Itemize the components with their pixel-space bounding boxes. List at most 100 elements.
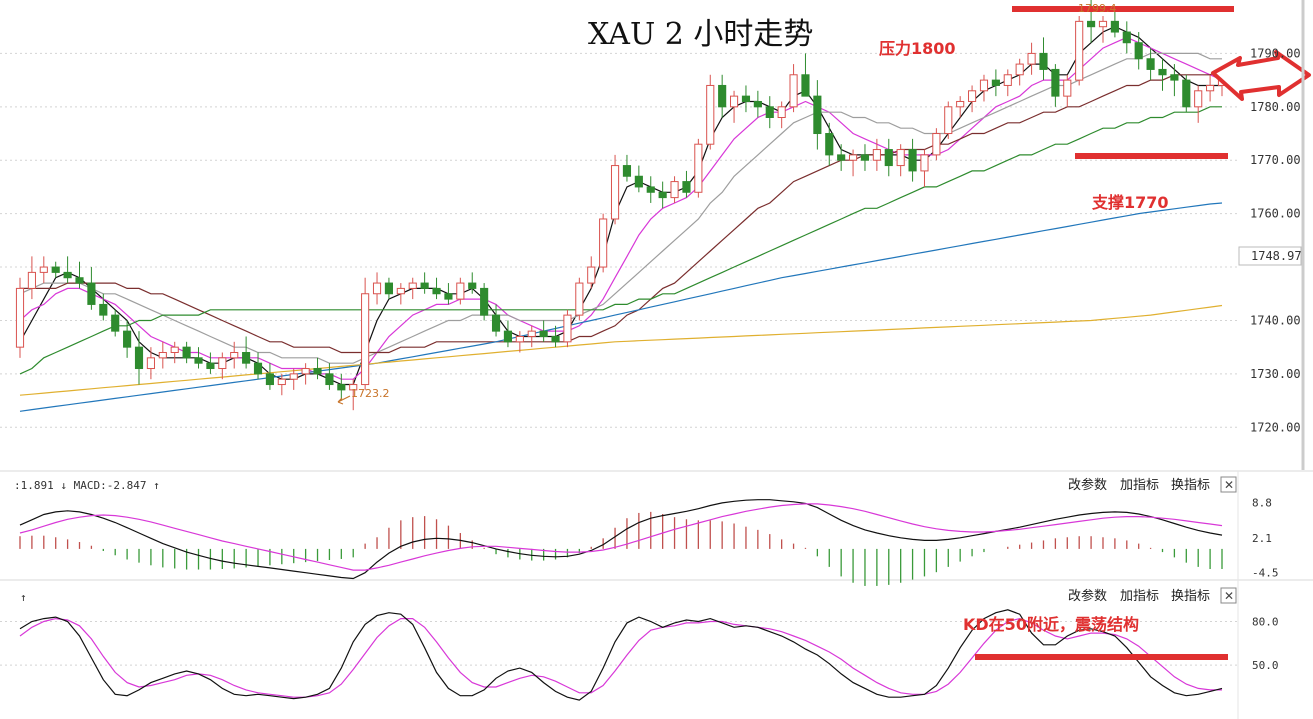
candle-body [396,287,405,295]
candle-body [956,100,965,108]
macd-tick-label: 2.1 [1252,532,1272,545]
moving-average-line [19,36,1223,380]
candle-body [968,90,977,102]
candle-body [848,154,858,161]
candle-body [1194,90,1203,108]
price-axis: 1720.00 1730.00 1740.00 1760.00 1770.00 1780.… [1250,46,1301,434]
candle-body [979,79,989,92]
last-price-box: 1748.97 [1238,246,1302,266]
price-tick-label: 1760.00 [1250,207,1301,221]
candle-body [1134,42,1143,60]
candle-body [527,330,536,337]
candle-body [432,287,441,295]
candle-body [242,352,251,364]
candle-body [206,362,215,370]
candle-body [444,293,453,300]
candle-body [706,84,715,145]
candle-body [480,287,489,316]
macd-toolbar: 改参数 加指标 换指标 ✕ [1068,476,1237,493]
candle-body [610,165,620,220]
candle-body [658,191,667,199]
candle-body [1170,74,1179,81]
moving-average-line [19,304,1223,396]
macd-add-indicator-button[interactable]: 加指标 [1120,478,1159,493]
candle-body [27,271,36,289]
candle-body [265,373,274,386]
candle-body [908,149,917,172]
kd-grid [0,620,1238,666]
candle-body [301,368,310,375]
resistance-annotation: 压力1800 [879,39,956,58]
candle-body [313,368,322,375]
candle-body [991,79,1000,86]
kd-tick-label: 50.0 [1252,659,1279,672]
candle-body [456,282,465,300]
macd-params-button[interactable]: 改参数 [1068,477,1107,493]
candle-body [384,282,394,295]
candle-body [789,74,798,108]
macd-dif-line [19,499,1223,580]
candle-body [170,346,179,353]
candle-body [63,271,72,279]
candle-body [1051,68,1060,97]
candle-body [801,74,810,97]
candle-body [253,362,263,375]
macd-close-icon: ✕ [1224,478,1234,492]
kd-tick-label: 80.0 [1252,615,1279,628]
moving-average-lines [19,26,1223,412]
kd-close-icon: ✕ [1224,589,1234,603]
macd-histogram [19,511,1223,586]
macd-close-button[interactable] [1220,476,1237,493]
kd-add-indicator-button[interactable]: 加指标 [1120,589,1159,604]
candle-body [349,384,358,391]
candle-body [420,282,429,289]
candle-body [777,106,786,119]
candle-body [134,346,144,370]
candle-body [1182,79,1191,108]
candle-body [1063,79,1072,97]
candle-body [682,181,691,193]
candle-body [634,175,643,188]
candle-body [860,154,870,161]
candle-body [765,106,774,119]
direction-arrow-icon [1211,50,1311,101]
low-label: 1723.2 [351,387,390,400]
candle-body [563,314,572,343]
high-label: 1799.4 [1078,2,1117,15]
candle-body [325,373,334,386]
candle-body [587,266,596,284]
moving-average-line [19,106,1222,375]
candle-body [182,346,191,359]
candle-body [932,133,941,156]
candle-body [1027,52,1036,65]
candle-body [289,373,298,380]
candle-body [372,282,382,295]
candle-body [599,218,608,268]
candle-body [1098,20,1108,28]
candle-body [194,357,203,364]
kd-switch-indicator-button[interactable]: 换指标 [1171,589,1210,604]
candle-body [515,335,524,343]
candle-body [123,330,132,348]
price-tick-label: 1730.00 [1250,367,1301,381]
candle-body [622,165,632,177]
chart-title: XAU 2 小时走势 [588,17,813,52]
candle-body [218,357,227,370]
candle-body [944,106,953,135]
candles [15,0,1227,411]
candle-body [468,282,477,289]
kd-lines [19,609,1223,701]
candle-body [920,154,929,172]
candle-body [491,314,501,332]
kd-params-button[interactable]: 改参数 [1068,588,1107,604]
candle-body [1075,20,1084,81]
macd-switch-indicator-button[interactable]: 换指标 [1171,478,1210,493]
macd-lines [19,499,1223,580]
candle-body [361,293,370,386]
candle-body [753,100,762,108]
main-grid [0,52,1238,428]
kd-close-button[interactable] [1220,587,1237,604]
candle-body [1110,20,1119,33]
candle-body [539,330,548,337]
macd-axis: 8.8 2.1 -4.5 [1252,496,1279,579]
